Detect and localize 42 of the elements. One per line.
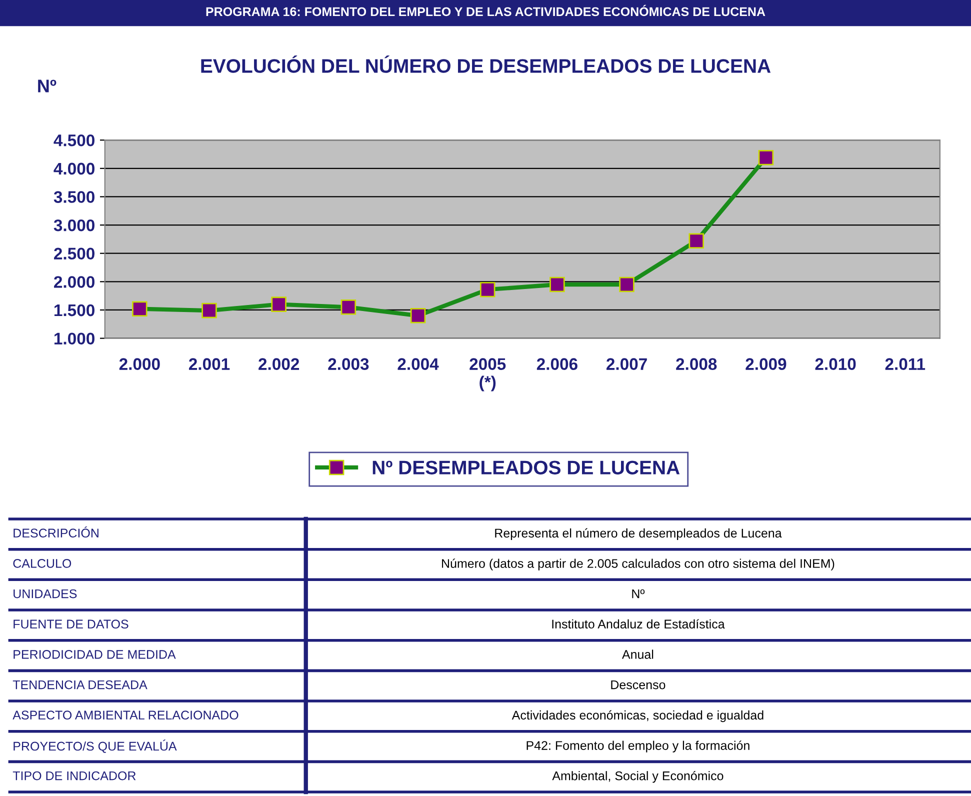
y-tick-label: 3.000 xyxy=(54,219,94,232)
x-tick-label: 2.009 xyxy=(746,358,786,370)
text: TIPO DE INDICADOR xyxy=(12,771,136,780)
x-tick-label: 2.000 xyxy=(119,358,160,370)
x-tick-label: 2.006 xyxy=(536,358,578,370)
source-note: FUENTE DE DATOS xyxy=(14,620,128,629)
text: PERIODICIDAD DE MEDIDA xyxy=(14,650,176,659)
text: Actividades económicas, sociedad e igualdad xyxy=(512,710,764,722)
x-tick-label: 2.003 xyxy=(328,358,369,370)
x-tick-label: 2.007 xyxy=(606,358,647,370)
text: Instituto Andaluz de Estadística xyxy=(552,619,725,629)
x-tick-label: 2.001 xyxy=(188,358,230,370)
text: P42: Fomento del empleo y la formación xyxy=(526,740,750,752)
text: Nº xyxy=(632,589,645,598)
text: Ambiental, Social y Económico xyxy=(552,770,724,783)
x-tick-label: 2.010 xyxy=(815,358,856,370)
x-tick-label: 2.008 xyxy=(676,358,717,370)
text: Anual xyxy=(622,650,654,659)
chart-title: PROGRAMA 16: FOMENTO DEL EMPLEO Y DE LAS ACTIVIDADES ECONÓMICAS DE LUCENA xyxy=(206,4,766,16)
y-tick-label: 2.000 xyxy=(54,276,94,288)
y-tick-label: 1.000 xyxy=(54,332,94,345)
x-tick-label: 2.002 xyxy=(258,358,300,370)
y-axis-title: Nº xyxy=(38,80,56,92)
text: TENDENCIA DESEADA xyxy=(12,680,148,690)
x-tick-label: 2.004 xyxy=(398,358,439,370)
x-tick-label: 2.011 xyxy=(885,358,926,370)
y-tick-label: 1.500 xyxy=(54,304,94,316)
y-tick-label: 4.500 xyxy=(54,134,94,146)
text: CALCULO xyxy=(13,559,72,568)
text: UNIDADES xyxy=(14,589,77,598)
text: ASPECTO AMBIENTAL RELACIONADO xyxy=(12,710,238,720)
legend-label: Nº DESEMPLEADOS DE LUCENA xyxy=(372,460,680,474)
x-tick-label: 2005 (*) xyxy=(470,358,506,392)
text: DESCRIPCIÓN xyxy=(14,526,98,538)
text: Descenso xyxy=(611,680,666,690)
y-tick-label: 4.000 xyxy=(54,162,94,175)
y-tick-label: 2.500 xyxy=(54,248,94,260)
text: Número (datos a partir de 2.005 calculados con otro sistema del INEM) xyxy=(442,558,834,570)
text: PROYECTO/S QUE EVALÚA xyxy=(14,740,177,753)
text: Representa el número de desempleados de Lucena xyxy=(495,528,782,540)
chart-subtitle: EVOLUCIÓN DEL NÚMERO DE DESEMPLEADOS DE LUCENA xyxy=(201,55,771,73)
y-tick-label: 3.500 xyxy=(54,191,94,203)
